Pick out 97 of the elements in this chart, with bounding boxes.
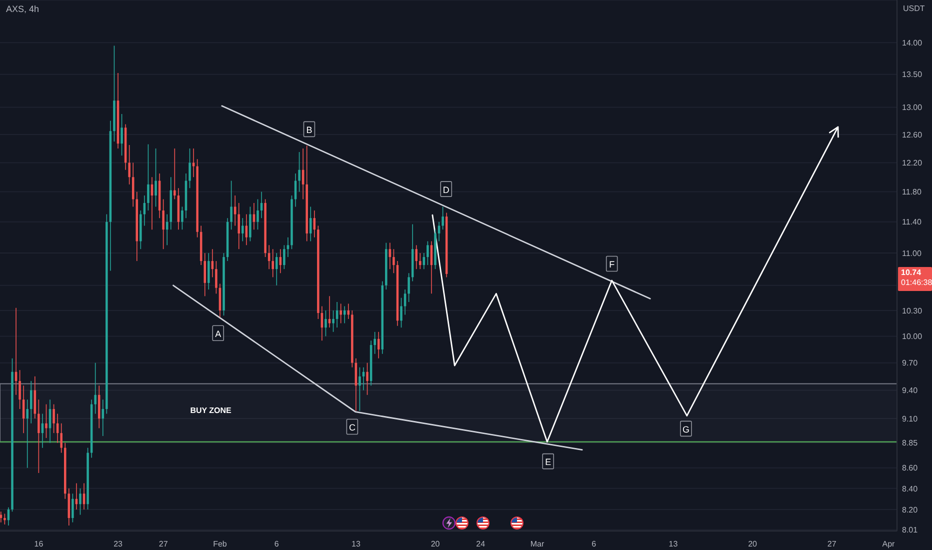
x-tick-label: 16 bbox=[34, 540, 44, 549]
y-tick-label: 8.60 bbox=[902, 464, 918, 473]
y-tick-label: 12.60 bbox=[902, 130, 923, 140]
candlestick bbox=[249, 206, 252, 242]
candlestick bbox=[147, 144, 150, 211]
y-tick-label: 11.40 bbox=[902, 218, 922, 227]
x-tick-label: 27 bbox=[827, 540, 837, 549]
candlestick bbox=[215, 260, 218, 294]
x-tick-label: 13 bbox=[352, 540, 361, 549]
candlestick bbox=[181, 206, 184, 230]
annotation: G bbox=[682, 424, 690, 434]
y-tick-label: 8.85 bbox=[902, 438, 918, 448]
annotation: F bbox=[609, 259, 616, 270]
candlestick bbox=[18, 370, 21, 410]
candlestick bbox=[392, 248, 395, 274]
candlestick bbox=[242, 218, 244, 242]
candlestick bbox=[98, 385, 100, 429]
x-tick-label: 6 bbox=[274, 540, 280, 549]
y-tick-label: 10.30 bbox=[902, 306, 923, 316]
candlestick bbox=[174, 148, 176, 200]
y-tick-label: 10.00 bbox=[902, 332, 923, 342]
candlestick bbox=[309, 206, 312, 242]
candlestick bbox=[0, 511, 2, 523]
y-tick-label: 13.00 bbox=[902, 103, 923, 112]
candlestick bbox=[38, 399, 40, 474]
candlestick bbox=[272, 248, 274, 278]
candlestick bbox=[204, 252, 206, 297]
y-tick-label: 9.40 bbox=[902, 386, 918, 396]
x-tick-label: Apr bbox=[882, 540, 896, 549]
y-tick-label: 9.10 bbox=[902, 414, 918, 424]
candlestick bbox=[275, 252, 278, 286]
candlestick bbox=[332, 310, 334, 332]
annotation: A bbox=[215, 328, 222, 339]
candlestick bbox=[4, 513, 6, 525]
candlestick bbox=[442, 206, 444, 230]
y-tick-label: 8.20 bbox=[902, 505, 918, 514]
candlestick bbox=[120, 114, 123, 156]
candlestick bbox=[188, 148, 191, 188]
x-tick-label: Mar bbox=[530, 540, 544, 549]
y-tick-label: 14.00 bbox=[902, 38, 923, 48]
x-tick-label: 27 bbox=[158, 540, 168, 549]
candlestick bbox=[154, 148, 157, 208]
candlestick bbox=[415, 244, 418, 270]
y-tick-label: 11.80 bbox=[902, 188, 922, 197]
x-tick-label: 23 bbox=[114, 540, 124, 549]
candlestick bbox=[79, 488, 82, 516]
candlestick bbox=[192, 148, 195, 178]
candlestick bbox=[374, 331, 376, 354]
candlestick bbox=[298, 152, 300, 192]
text: 01:46:38 bbox=[901, 278, 932, 287]
y-tick-label: 12.20 bbox=[902, 158, 923, 168]
x-tick-label: 20 bbox=[748, 540, 758, 549]
candlestick bbox=[408, 272, 410, 302]
candlestick bbox=[328, 296, 331, 328]
x-tick-label: 20 bbox=[430, 540, 440, 549]
band-label: BUY ZONE bbox=[190, 406, 232, 415]
candlestick bbox=[245, 214, 248, 246]
candlestick bbox=[208, 252, 210, 290]
candlestick bbox=[419, 252, 422, 270]
candlestick bbox=[238, 202, 240, 250]
chart-title: AXS, 4h bbox=[6, 4, 40, 14]
candlestick bbox=[162, 198, 164, 250]
candlestick bbox=[340, 303, 342, 324]
y-axis-title: USDT bbox=[903, 4, 925, 13]
x-tick-label: 6 bbox=[592, 540, 597, 549]
candlestick bbox=[128, 144, 130, 185]
candlestick bbox=[30, 380, 32, 424]
candlestick bbox=[230, 180, 232, 230]
candlestick bbox=[366, 362, 368, 396]
x-tick-label: Feb bbox=[213, 540, 228, 549]
candlestick bbox=[234, 195, 236, 226]
candlestick bbox=[72, 493, 74, 523]
candlestick bbox=[400, 297, 402, 328]
candlestick bbox=[324, 310, 327, 337]
candlestick bbox=[34, 376, 36, 419]
candlestick bbox=[26, 399, 28, 468]
annotation: C bbox=[348, 422, 356, 432]
candlestick bbox=[94, 362, 96, 414]
candlestick bbox=[256, 198, 259, 230]
x-tick-label: 24 bbox=[476, 540, 486, 549]
x-tick-label: 13 bbox=[668, 540, 678, 549]
candlestick bbox=[358, 366, 361, 412]
candlestick bbox=[52, 404, 55, 434]
annotation: D bbox=[442, 184, 450, 195]
candlestick bbox=[438, 221, 440, 242]
y-tick-label: 13.50 bbox=[902, 70, 923, 80]
candlestick bbox=[45, 404, 48, 438]
candlestick bbox=[60, 422, 62, 454]
annotation: B bbox=[306, 124, 312, 135]
text: 10.74 bbox=[901, 268, 922, 277]
y-tick-label: 9.70 bbox=[902, 358, 918, 368]
candlestick bbox=[283, 244, 286, 270]
y-tick-label: 11.00 bbox=[902, 248, 922, 258]
annotation: E bbox=[545, 457, 552, 468]
y-tick-label: 8.40 bbox=[902, 484, 918, 494]
y-tick-label: 8.01 bbox=[902, 526, 918, 535]
candlestick bbox=[426, 240, 429, 266]
